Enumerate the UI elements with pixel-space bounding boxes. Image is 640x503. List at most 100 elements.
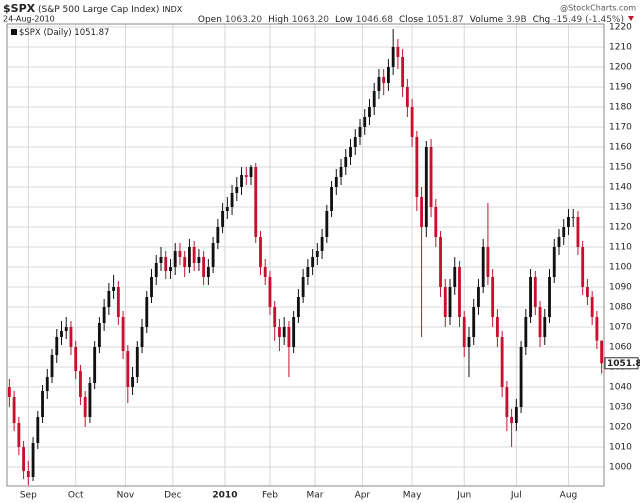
y-tick-label: 1020: [609, 423, 632, 433]
candle-body: [135, 347, 139, 377]
y-tick-label: 1080: [609, 303, 632, 313]
candle-body: [396, 47, 400, 57]
candle-body: [495, 317, 499, 337]
candle-body: [254, 167, 258, 237]
candle-body: [221, 211, 225, 227]
candle-body: [102, 307, 106, 323]
candle-body: [216, 227, 220, 243]
last-value-box: [604, 357, 639, 370]
candle-body: [481, 247, 485, 287]
candle-body: [500, 337, 504, 387]
candle-body: [145, 297, 149, 327]
candle-body: [192, 247, 196, 263]
x-tick-label: May: [403, 491, 422, 501]
candle-body: [183, 257, 187, 267]
candle-body: [296, 297, 300, 317]
candle-body: [567, 217, 570, 227]
candle-body: [320, 237, 324, 251]
candle-body: [401, 57, 405, 87]
candle-body: [477, 287, 480, 307]
candle-body: [363, 117, 367, 127]
candle-body: [126, 351, 130, 387]
x-tick-label: Nov: [117, 491, 135, 501]
candle-body: [164, 257, 168, 271]
candle-body: [315, 251, 319, 257]
candle-body: [225, 207, 229, 211]
candle-body: [410, 107, 414, 137]
candle-body: [278, 327, 281, 337]
chart-header: $SPX (S&P 500 Large Cap Index) INDX: [3, 2, 183, 15]
candle-body: [453, 267, 457, 287]
x-tick-label: Sep: [20, 491, 37, 501]
y-tick-label: 1200: [609, 63, 632, 73]
index-title: (S&P 500 Large Cap Index): [38, 5, 159, 15]
candle-body: [491, 277, 495, 317]
candle-body: [330, 187, 333, 211]
candle-body: [83, 397, 87, 417]
candle-body: [263, 267, 267, 277]
candle-body: [36, 417, 40, 443]
exchange: INDX: [162, 5, 183, 14]
candle-body: [282, 327, 286, 337]
candle-body: [93, 347, 97, 383]
candle-body: [173, 251, 177, 267]
candle-body: [505, 387, 509, 417]
candle-body: [353, 137, 357, 147]
candle-body: [121, 317, 125, 351]
legend-value: 1051.87: [74, 28, 109, 38]
x-tick-label: Feb: [262, 491, 278, 501]
candle-body: [595, 317, 599, 341]
x-tick-label: Dec: [164, 491, 181, 501]
candle-body: [524, 317, 528, 347]
candle-body: [548, 277, 551, 317]
y-tick-label: 1070: [609, 323, 632, 333]
candle-body: [405, 87, 409, 107]
x-tick-label: Aug: [560, 491, 578, 501]
candle-body: [202, 257, 206, 277]
candle-body: [69, 327, 73, 347]
candle-body: [12, 397, 16, 423]
candle-body: [211, 243, 215, 267]
candle-body: [557, 237, 561, 247]
candle-body: [249, 167, 253, 177]
x-tick-label: Oct: [68, 491, 84, 501]
y-tick-label: 1040: [609, 383, 632, 393]
candle-body: [268, 277, 272, 307]
candle-body: [131, 377, 134, 387]
candle-body: [22, 447, 26, 471]
candle-body: [552, 247, 556, 277]
candle-body: [31, 443, 35, 477]
source: @StockCharts.com: [560, 4, 636, 13]
y-tick-label: 1220: [609, 23, 632, 33]
candle-body: [50, 355, 54, 377]
y-tick-label: 1180: [609, 103, 632, 113]
candle-body: [197, 257, 201, 263]
stat-value: -15.49 (-1.45%): [553, 15, 624, 25]
stat-value: 1063.20: [292, 15, 329, 25]
candle-body: [178, 251, 182, 257]
candle-body: [169, 267, 172, 271]
stat-label: Volume: [470, 15, 504, 25]
candle-body: [107, 291, 111, 307]
legend-swatch: [11, 29, 17, 35]
candle-body: [311, 257, 315, 267]
candle-body: [306, 267, 310, 277]
candle-body: [585, 287, 589, 297]
down-arrow: [628, 16, 634, 21]
candle-body: [439, 237, 442, 287]
candle-body: [543, 317, 547, 337]
candle-body: [529, 277, 532, 317]
x-tick-label: Jul: [510, 491, 522, 501]
candle-body: [60, 331, 63, 337]
stat-label: Low: [335, 15, 353, 25]
candle-body: [576, 217, 580, 247]
candle-body: [259, 237, 262, 267]
candle-body: [368, 107, 371, 117]
y-tick-label: 1210: [609, 43, 632, 53]
y-tick-label: 1170: [609, 123, 632, 133]
candle-body: [287, 327, 291, 347]
candle-body: [443, 287, 447, 317]
candle-body: [159, 257, 163, 263]
candle-body: [74, 347, 78, 371]
